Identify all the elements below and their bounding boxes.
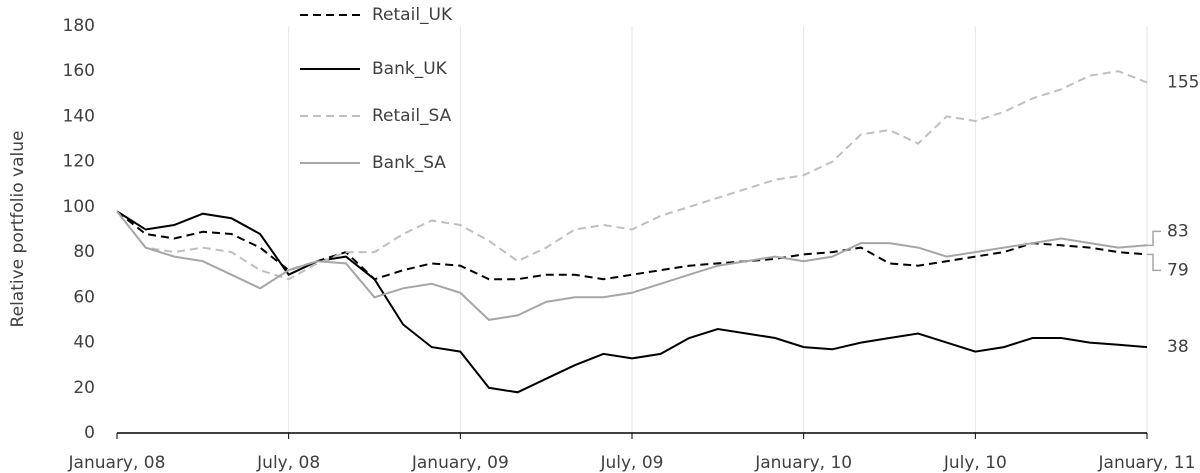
series-line: [116, 70, 1148, 281]
y-tick-label: 40: [73, 333, 95, 353]
series-line: [116, 210, 1148, 281]
y-tick-label: 180: [63, 16, 95, 36]
x-tick-label: July, 10: [943, 453, 1007, 473]
legend-label: Bank_UK: [372, 59, 448, 79]
y-tick-label: 160: [63, 61, 95, 81]
legend-label: Bank_SA: [372, 153, 446, 173]
legend-label: Retail_UK: [372, 5, 453, 25]
x-tick-label: July, 08: [256, 453, 320, 473]
end-label: 79: [1167, 260, 1189, 280]
legend-label: Retail_SA: [372, 106, 452, 126]
x-tick-label: January, 08: [68, 453, 166, 473]
y-axis-title: Relative portfolio value: [8, 131, 28, 328]
x-tick-label: January, 09: [411, 453, 509, 473]
end-label: 83: [1167, 221, 1189, 241]
end-label: 38: [1167, 337, 1189, 357]
series-line: [116, 210, 1148, 394]
end-label: 155: [1167, 73, 1199, 93]
y-tick-label: 120: [63, 152, 95, 172]
series-line: [116, 210, 1148, 321]
label-leader: [1147, 230, 1161, 247]
y-tick-label: 100: [63, 197, 95, 217]
y-tick-label: 140: [63, 106, 95, 126]
x-tick-label: July, 09: [599, 453, 663, 473]
y-tick-label: 0: [84, 423, 95, 443]
x-tick-label: January, 11: [1098, 453, 1196, 473]
y-tick-label: 60: [73, 287, 95, 307]
y-tick-label: 20: [73, 378, 95, 398]
y-tick-label: 80: [73, 242, 95, 262]
label-leader: [1147, 253, 1161, 272]
x-tick-label: January, 10: [754, 453, 852, 473]
